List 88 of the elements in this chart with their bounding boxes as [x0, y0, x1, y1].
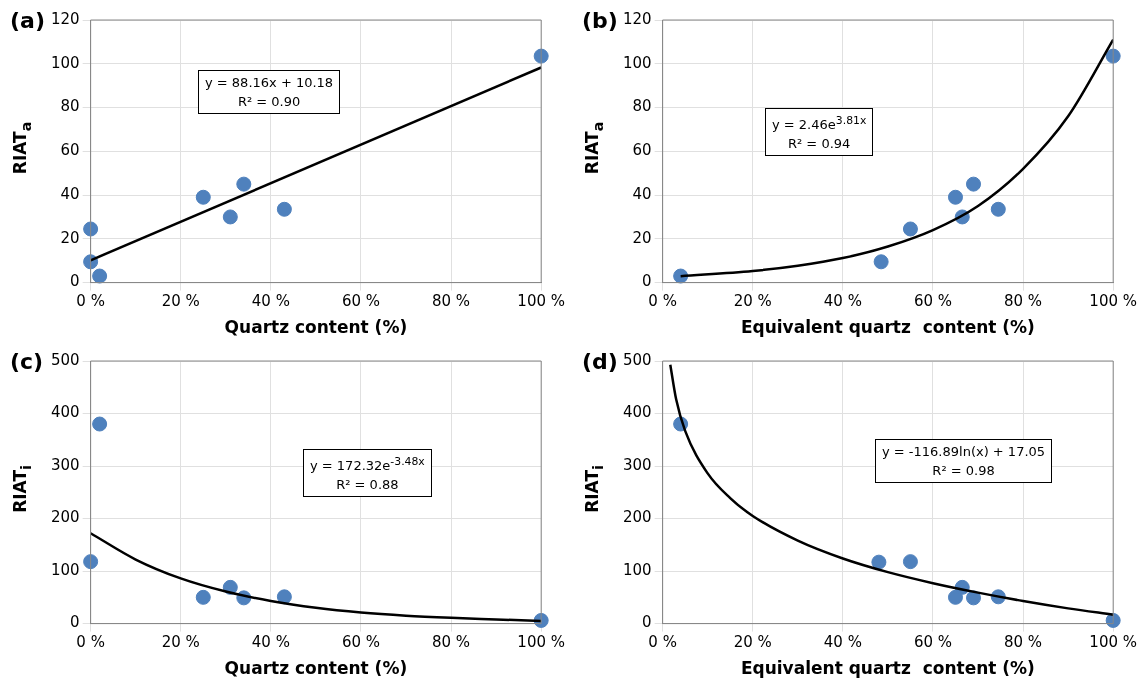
point — [83, 221, 99, 237]
x-tick-label: 60 % — [913, 633, 953, 652]
x-axis-title: Quartz content (%) — [224, 317, 408, 338]
y-tick-label: 500 — [50, 350, 80, 369]
y-tick-label: 400 — [50, 403, 80, 422]
y-tick-label: 100 — [50, 53, 80, 72]
y-tick-label: 0 — [642, 613, 652, 632]
point — [902, 221, 918, 237]
x-tick-label: 40 % — [251, 292, 290, 311]
x-axis-title: Equivalent quartz content (%) — [740, 317, 1035, 338]
x-tick-label: 20 % — [733, 292, 772, 311]
x-tick-label: 60 % — [341, 633, 381, 652]
x-tick-label: 20 % — [161, 633, 200, 652]
x-tick-label: 100 % — [517, 633, 565, 652]
y-tick-label: 400 — [622, 403, 652, 422]
y-tick-label: 120 — [622, 9, 652, 28]
x-tick-label: 0 % — [648, 633, 677, 652]
point — [276, 201, 292, 217]
x-tick-label: 60 % — [341, 292, 381, 311]
x-tick-label: 60 % — [913, 292, 953, 311]
x-tick-label: 80 % — [432, 292, 471, 311]
annotation: y = -116.89ln(x) + 17.05 — [882, 443, 1046, 461]
y-tick-label: 100 — [622, 560, 652, 579]
y-tick-label: 60 — [60, 141, 80, 160]
x-tick-label: 20 % — [161, 292, 200, 311]
y-tick-label: 120 — [50, 9, 80, 28]
y-tick-label: 40 — [632, 184, 652, 203]
point — [1105, 48, 1121, 64]
point — [947, 189, 963, 205]
y-tick-label: 20 — [632, 228, 652, 247]
x-tick-label: 0 % — [76, 292, 105, 311]
point — [222, 209, 238, 225]
point — [871, 554, 887, 570]
chart-title: (c) — [10, 349, 44, 374]
y-tick-label: 20 — [60, 228, 80, 247]
x-tick-label: 100 % — [517, 292, 565, 311]
x-tick-label: 0 % — [76, 633, 105, 652]
point — [533, 48, 549, 64]
y-tick-label: 60 — [632, 141, 652, 160]
point — [92, 268, 108, 284]
y-tick-label: 0 — [70, 272, 80, 291]
x-tick-label: 40 % — [823, 292, 862, 311]
point — [673, 268, 689, 284]
annotation: y = 172.32e$^{-3.48x}$ — [310, 454, 425, 476]
x-tick-label: 80 % — [1004, 292, 1043, 311]
point — [236, 176, 252, 192]
chart-title: (d) — [582, 349, 618, 374]
chart-title: (a) — [10, 8, 45, 33]
y-tick-label: 300 — [622, 455, 652, 474]
x-tick-label: 80 % — [1004, 633, 1043, 652]
x-tick-label: 40 % — [251, 633, 290, 652]
point — [83, 554, 99, 570]
y-tick-label: 0 — [642, 272, 652, 291]
y-tick-label: 40 — [60, 184, 80, 203]
point — [92, 416, 108, 432]
y-tick-label: 500 — [622, 350, 652, 369]
y-tick-label: 100 — [50, 560, 80, 579]
point — [873, 254, 889, 270]
annotation: R² = 0.90 — [236, 93, 302, 111]
annotation: R² = 0.98 — [931, 462, 996, 480]
point — [902, 554, 918, 570]
annotation: R² = 0.88 — [335, 476, 400, 495]
point — [947, 589, 963, 605]
point — [195, 589, 211, 605]
point — [966, 590, 982, 606]
y-tick-label: 80 — [632, 97, 652, 116]
point — [195, 189, 211, 205]
x-axis-title: Quartz content (%) — [224, 658, 408, 679]
annotation: y = 88.16x + 10.18 — [205, 74, 334, 92]
y-tick-label: 300 — [50, 455, 80, 474]
chart-title: (b) — [582, 8, 618, 33]
x-tick-label: 40 % — [823, 633, 862, 652]
x-tick-label: 0 % — [648, 292, 677, 311]
point — [966, 176, 982, 192]
y-tick-label: 80 — [60, 97, 80, 116]
x-axis-title: Equivalent quartz content (%) — [740, 658, 1035, 679]
y-tick-label: 100 — [622, 53, 652, 72]
annotation: R² = 0.94 — [787, 135, 852, 154]
y-tick-label: 0 — [70, 613, 80, 632]
point — [276, 589, 292, 605]
y-tick-label: 200 — [50, 508, 80, 527]
point — [990, 201, 1006, 217]
x-tick-label: 100 % — [1089, 292, 1137, 311]
annotation: y = 2.46e$^{3.81x}$ — [772, 113, 867, 135]
y-tick-label: 200 — [622, 508, 652, 527]
x-tick-label: 20 % — [733, 633, 772, 652]
x-tick-label: 80 % — [432, 633, 471, 652]
x-tick-label: 100 % — [1089, 633, 1137, 652]
